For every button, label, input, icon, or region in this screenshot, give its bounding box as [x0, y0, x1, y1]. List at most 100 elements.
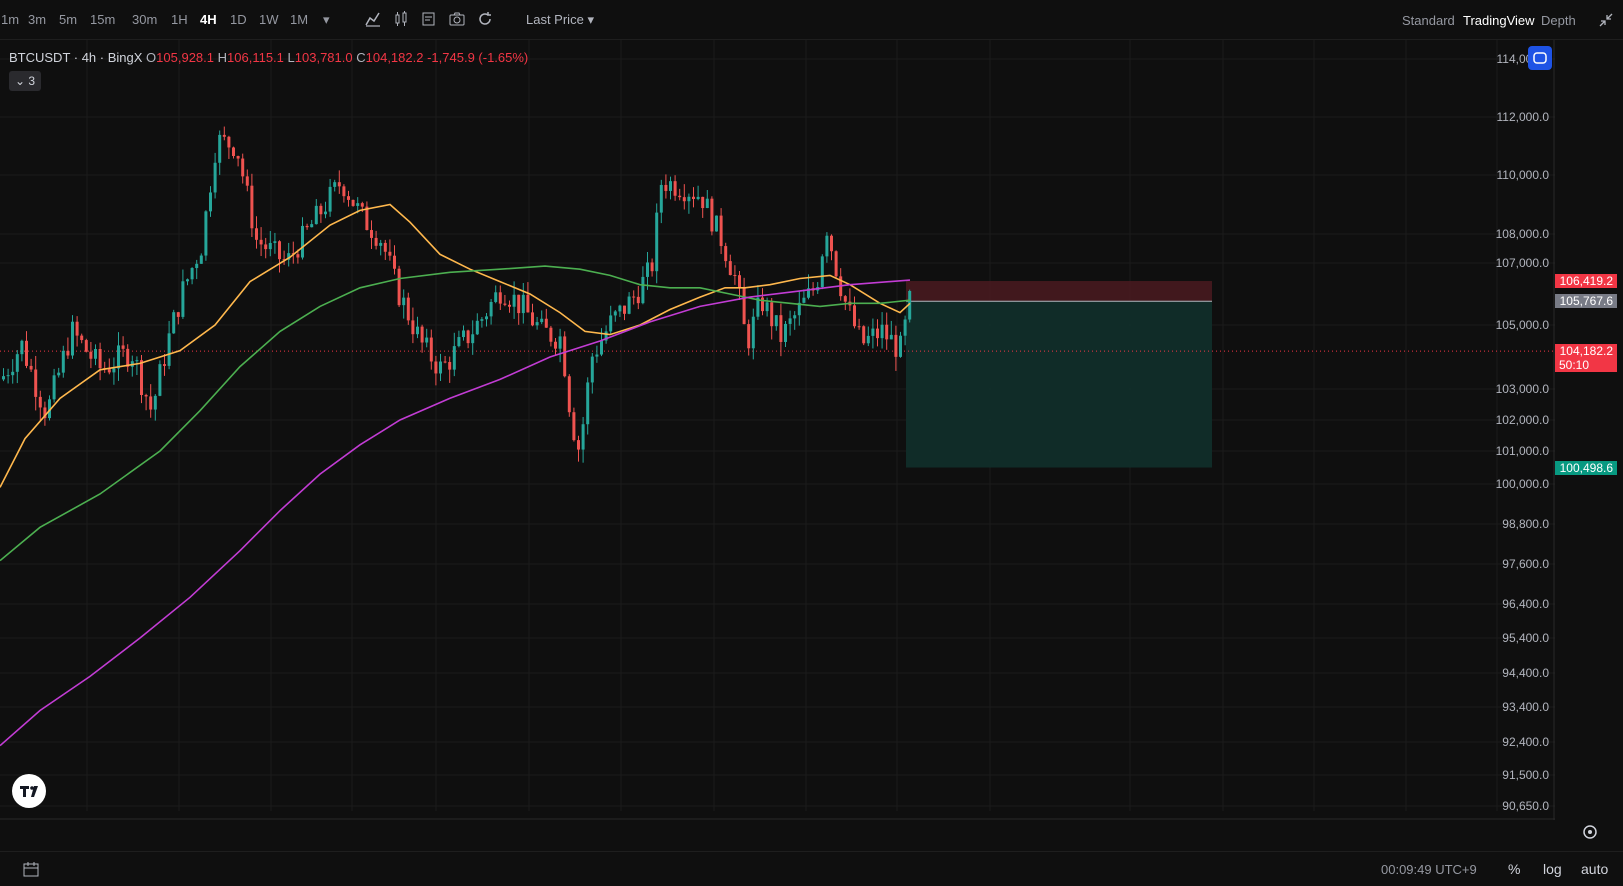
candle-body: [264, 244, 268, 250]
candle-body: [259, 239, 263, 245]
candle-body: [659, 184, 663, 213]
symbol-label[interactable]: BTCUSDT · 4h · BingX: [9, 50, 143, 65]
candle-body: [554, 341, 557, 349]
indicators-icon[interactable]: [364, 10, 382, 28]
tab-tradingview[interactable]: TradingView: [1463, 13, 1535, 28]
candle-body: [301, 225, 304, 258]
percent-scale-button[interactable]: %: [1508, 861, 1521, 877]
candle-body: [512, 294, 516, 307]
collapse-icon[interactable]: [1597, 11, 1615, 29]
settings-icon[interactable]: [1581, 823, 1599, 841]
reset-icon[interactable]: [476, 10, 494, 28]
candle-body: [876, 328, 879, 339]
candle-body: [236, 156, 240, 159]
price-label: 104,182.2 50:10: [1555, 344, 1617, 373]
candle-body: [535, 322, 539, 326]
candle-body: [655, 212, 659, 272]
candle-body: [48, 399, 51, 419]
timeframe-4h[interactable]: 4H: [200, 12, 217, 27]
candle-body: [765, 302, 769, 312]
candle-body: [388, 251, 392, 256]
candle-body: [636, 296, 640, 304]
candle-body: [333, 182, 337, 187]
candle-body: [287, 253, 291, 260]
sync-icon: [1533, 52, 1547, 64]
candle-body: [494, 292, 498, 302]
candle-body: [250, 185, 254, 229]
candle-body: [439, 361, 442, 374]
close-value: 104,182.2: [365, 50, 424, 65]
price-chart[interactable]: 17212513:00:00Jun5913172125Jul591317 114…: [0, 40, 1555, 820]
open-label: O: [146, 50, 157, 65]
camera-icon[interactable]: [448, 10, 466, 28]
price-source-dropdown[interactable]: Last Price ▾: [526, 12, 594, 28]
candle-body: [577, 440, 580, 450]
candle-body: [669, 181, 672, 191]
timeframe-1h[interactable]: 1H: [171, 12, 188, 27]
candle-body: [273, 241, 277, 243]
candle-body: [66, 350, 70, 356]
sync-button[interactable]: [1528, 46, 1552, 70]
candle-body: [117, 345, 120, 369]
candle-body: [857, 326, 861, 328]
templates-icon[interactable]: [420, 10, 438, 28]
price-tick: 96,400.0: [1502, 597, 1549, 611]
candle-body: [623, 305, 626, 314]
candle-body: [646, 262, 649, 277]
candle-body: [43, 407, 47, 419]
stop-loss-zone: [906, 281, 1212, 302]
timeframe-15m[interactable]: 15m: [90, 12, 116, 27]
candle-body: [779, 315, 783, 342]
calendar-icon[interactable]: [22, 860, 40, 878]
timeframe-1m[interactable]: 1M: [290, 12, 309, 27]
price-tick: 110,000.0: [1497, 168, 1550, 182]
candle-body: [756, 297, 760, 317]
candle-body: [140, 360, 143, 396]
timeframe-dropdown-icon[interactable]: ▾: [323, 12, 330, 27]
price-label-value: 106,419.2: [1559, 274, 1613, 288]
auto-scale-button[interactable]: auto: [1581, 861, 1609, 877]
timeframe-1d[interactable]: 1D: [230, 12, 247, 27]
tradingview-logo[interactable]: [12, 774, 46, 808]
candle-body: [627, 296, 631, 314]
price-tick: 105,000.0: [1496, 318, 1550, 332]
candle-body: [793, 315, 797, 319]
candle-body: [34, 369, 38, 397]
price-axis: 114,000.0112,000.0110,000.0108,000.0107,…: [1496, 52, 1550, 813]
timeframe-1w[interactable]: 1W: [259, 12, 279, 27]
candle-body: [75, 321, 79, 336]
indicator-toggle-button[interactable]: ⌄ 3: [9, 71, 41, 91]
price-tick: 100,000.0: [1496, 477, 1550, 491]
ohlc-legend: BTCUSDT · 4h · BingX O105,928.1 H106,115…: [9, 50, 528, 65]
tab-standard[interactable]: Standard: [1402, 13, 1455, 28]
tab-depth[interactable]: Depth: [1541, 13, 1576, 28]
chart-type-icon[interactable]: [392, 10, 410, 28]
candle-body: [820, 256, 824, 288]
candle-body: [590, 356, 594, 383]
clock: 00:09:49 UTC+9: [1381, 862, 1477, 877]
candle-body: [899, 335, 902, 357]
change-value: -1,745.9 (-1.65%): [427, 50, 529, 65]
candle-body: [632, 296, 636, 298]
candle-body: [126, 348, 130, 367]
candle-body: [903, 319, 907, 336]
candle-body: [172, 312, 176, 334]
candle-body: [489, 301, 493, 317]
close-label: C: [356, 50, 366, 65]
candle-body: [186, 279, 189, 282]
candle-body: [724, 246, 728, 262]
candle-body: [80, 335, 84, 341]
candle-body: [181, 281, 185, 317]
timeframe-30m[interactable]: 30m: [132, 12, 158, 27]
candle-body: [830, 235, 833, 252]
candle-body: [89, 351, 93, 359]
timeframe-5m[interactable]: 5m: [59, 12, 78, 27]
candle-body: [747, 324, 751, 349]
timeframe-3m[interactable]: 3m: [28, 12, 47, 27]
candle-body: [268, 242, 272, 250]
candle-body: [425, 337, 429, 343]
candle-body: [563, 336, 567, 377]
log-scale-button[interactable]: log: [1543, 861, 1562, 877]
candles: [2, 126, 912, 463]
timeframe-1m[interactable]: 1m: [1, 12, 20, 27]
